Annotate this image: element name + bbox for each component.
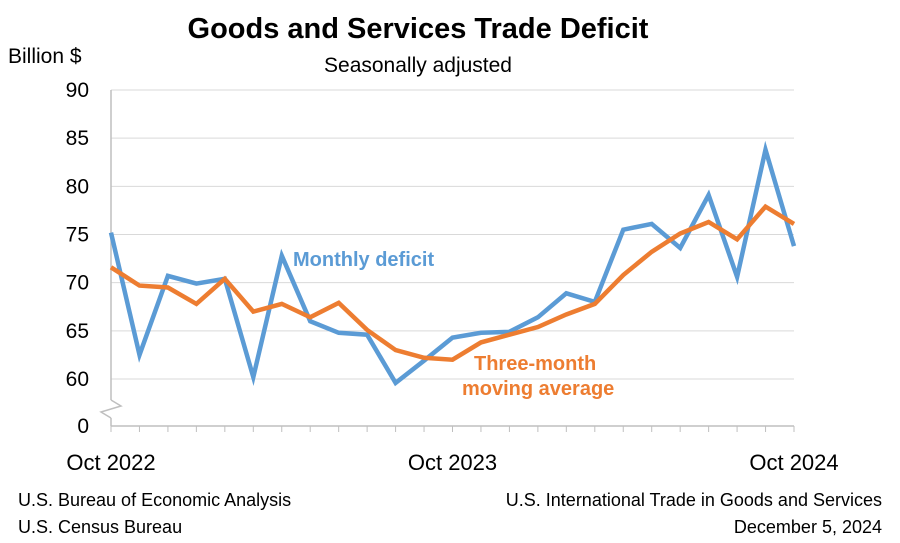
y-tick-label-0: 0 bbox=[77, 415, 89, 438]
series-lines bbox=[108, 140, 797, 387]
series-line-1 bbox=[109, 203, 796, 362]
source-census: U.S. Census Bureau bbox=[18, 517, 182, 537]
x-tick-label-12: Oct 2023 bbox=[408, 450, 497, 475]
y-tick-label-60: 60 bbox=[66, 368, 89, 391]
monthly-deficit-label: Monthly deficit bbox=[293, 249, 434, 271]
x-tick-label-24: Oct 2024 bbox=[749, 450, 838, 475]
axes bbox=[99, 90, 794, 427]
y-tick-labels: 60 65 70 75 80 85 90 0 bbox=[66, 79, 89, 438]
chart-subtitle: Seasonally adjusted bbox=[324, 54, 512, 77]
release-date: December 5, 2024 bbox=[734, 517, 882, 537]
axis-break-mark bbox=[99, 399, 123, 419]
y-axis-label: Billion $ bbox=[8, 45, 82, 68]
y-tick-label-80: 80 bbox=[66, 175, 89, 198]
y-tick-label-70: 70 bbox=[66, 272, 89, 295]
moving-average-label-line2: moving average bbox=[462, 378, 614, 400]
report-name: U.S. International Trade in Goods and Se… bbox=[506, 490, 882, 510]
y-tick-label-90: 90 bbox=[66, 79, 89, 102]
x-tick-marks bbox=[110, 426, 795, 432]
chart-title: Goods and Services Trade Deficit bbox=[188, 13, 649, 45]
y-tick-label-75: 75 bbox=[66, 224, 89, 247]
moving-average-label-line1: Three-month bbox=[474, 353, 596, 375]
x-tick-labels: Oct 2022 Oct 2023 Oct 2024 bbox=[66, 450, 838, 475]
source-bea: U.S. Bureau of Economic Analysis bbox=[18, 490, 291, 510]
y-tick-label-85: 85 bbox=[66, 127, 89, 150]
y-tick-label-65: 65 bbox=[66, 320, 89, 343]
x-tick-label-0: Oct 2022 bbox=[66, 450, 155, 475]
series-line-0 bbox=[108, 140, 797, 387]
